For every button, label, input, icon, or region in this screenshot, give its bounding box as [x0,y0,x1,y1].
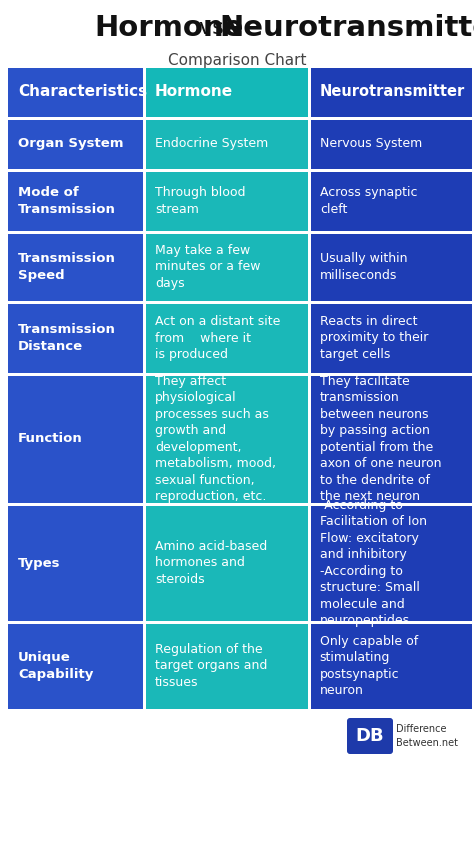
Text: Transmission
Speed: Transmission Speed [18,252,116,282]
Text: Comparison Chart: Comparison Chart [168,53,306,67]
Text: Difference
Between.net: Difference Between.net [396,724,458,747]
Text: Across synaptic
cleft: Across synaptic cleft [320,187,417,216]
Text: They affect
physiological
processes such as
growth and
development,
metabolism, : They affect physiological processes such… [155,375,276,503]
FancyBboxPatch shape [311,67,472,117]
FancyBboxPatch shape [8,505,143,620]
FancyBboxPatch shape [146,376,308,503]
Text: Hormone: Hormone [94,14,244,42]
FancyBboxPatch shape [146,505,308,620]
Text: Through blood
stream: Through blood stream [155,187,246,216]
FancyBboxPatch shape [146,624,308,708]
Text: Reacts in direct
proximity to their
target cells: Reacts in direct proximity to their targ… [320,315,428,361]
Text: Hormone: Hormone [155,85,233,99]
FancyBboxPatch shape [146,233,308,301]
Text: Neurotransmitter: Neurotransmitter [219,14,474,42]
FancyBboxPatch shape [8,171,143,231]
Text: Usually within
milliseconds: Usually within milliseconds [320,252,407,282]
Text: Function: Function [18,433,83,446]
FancyBboxPatch shape [146,67,308,117]
Text: May take a few
minutes or a few
days: May take a few minutes or a few days [155,244,261,290]
Text: They facilitate
transmission
between neurons
by passing action
potential from th: They facilitate transmission between neu… [320,375,441,503]
FancyBboxPatch shape [8,233,143,301]
Text: Organ System: Organ System [18,137,124,150]
FancyBboxPatch shape [311,624,472,708]
Text: Neurotransmitter: Neurotransmitter [320,85,465,99]
Text: Endocrine System: Endocrine System [155,137,268,150]
Text: vs: vs [192,18,231,38]
Text: Types: Types [18,556,61,569]
FancyBboxPatch shape [311,171,472,231]
Text: Mode of
Transmission: Mode of Transmission [18,187,116,216]
FancyBboxPatch shape [146,119,308,168]
FancyBboxPatch shape [311,303,472,372]
Text: -According to
Facilitation of Ion
Flow: excitatory
and inhibitory
-According to
: -According to Facilitation of Ion Flow: … [320,499,427,627]
FancyBboxPatch shape [311,505,472,620]
FancyBboxPatch shape [8,624,143,708]
FancyBboxPatch shape [8,376,143,503]
FancyBboxPatch shape [8,303,143,372]
FancyBboxPatch shape [311,119,472,168]
Text: Nervous System: Nervous System [320,137,422,150]
FancyBboxPatch shape [347,718,393,754]
Text: Transmission
Distance: Transmission Distance [18,323,116,353]
FancyBboxPatch shape [146,171,308,231]
FancyBboxPatch shape [8,119,143,168]
Text: Only capable of
stimulating
postsynaptic
neuron: Only capable of stimulating postsynaptic… [320,635,418,697]
Text: Regulation of the
target organs and
tissues: Regulation of the target organs and tiss… [155,643,267,689]
Text: DB: DB [356,727,384,745]
Text: Unique
Capability: Unique Capability [18,651,93,681]
Text: Amino acid-based
hormones and
steroids: Amino acid-based hormones and steroids [155,540,267,586]
Text: Characteristics: Characteristics [18,85,147,99]
FancyBboxPatch shape [146,303,308,372]
FancyBboxPatch shape [311,376,472,503]
FancyBboxPatch shape [8,67,143,117]
FancyBboxPatch shape [311,233,472,301]
Text: Act on a distant site
from    where it
is produced: Act on a distant site from where it is p… [155,315,281,361]
